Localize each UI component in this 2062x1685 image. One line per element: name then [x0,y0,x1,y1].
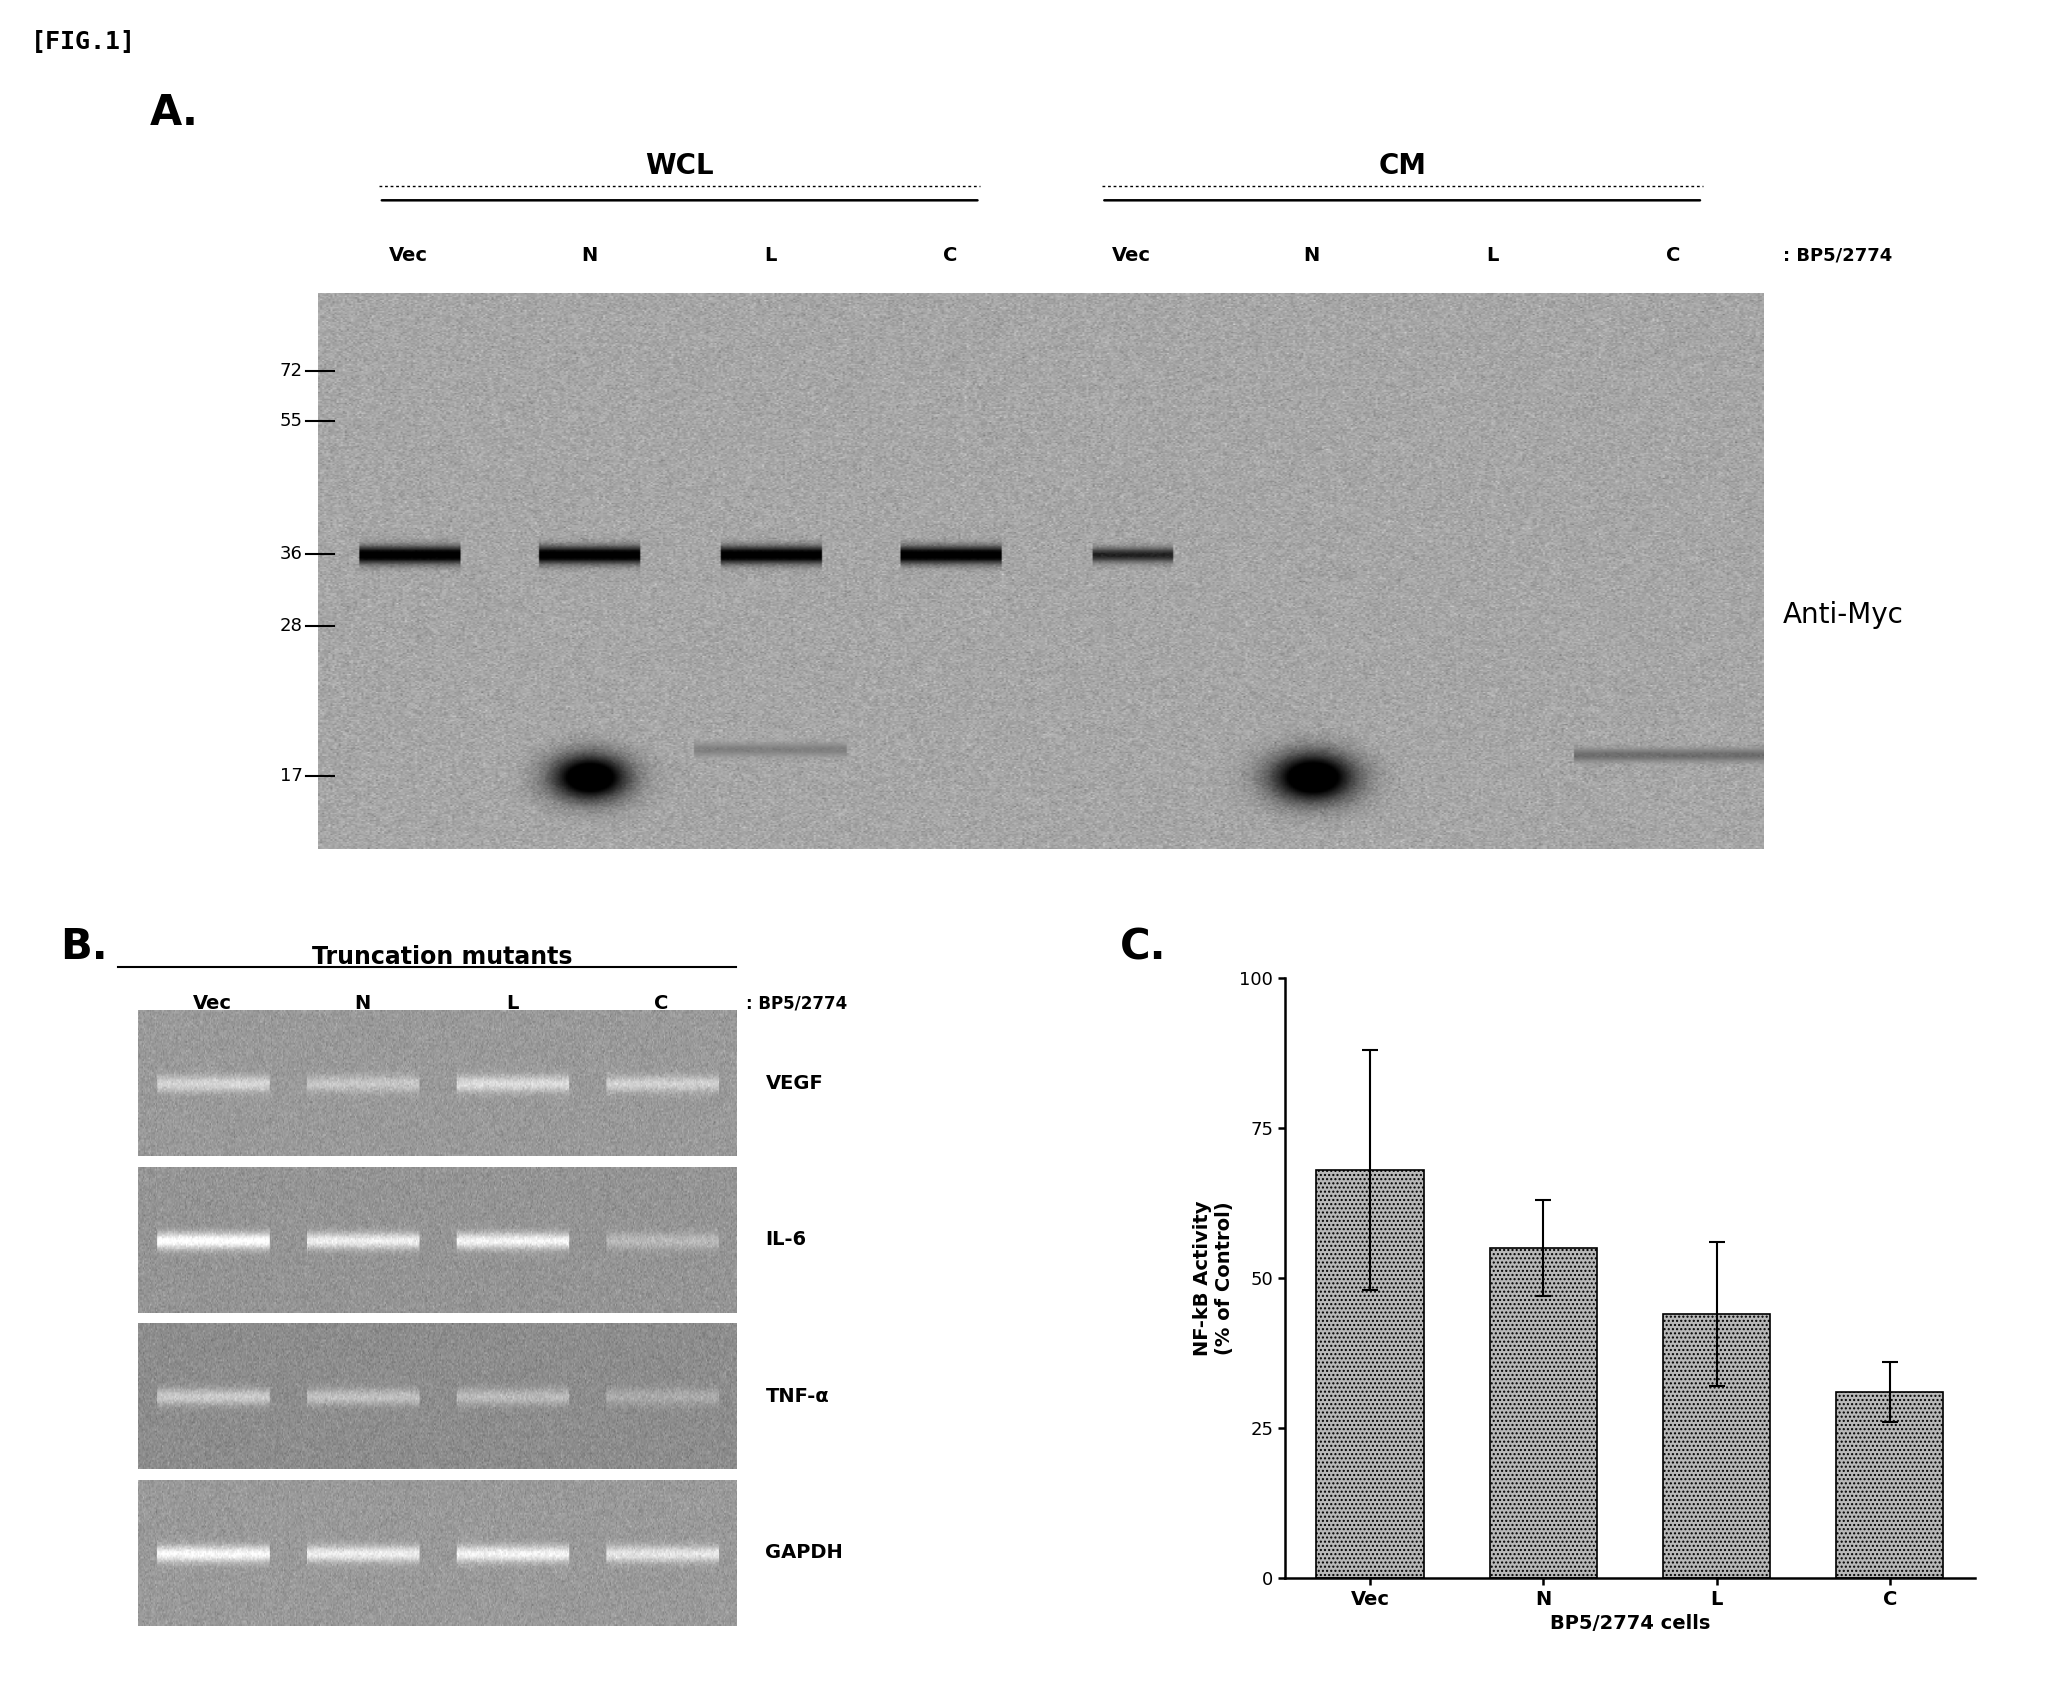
Text: CM: CM [1377,152,1427,180]
Text: N: N [581,246,598,265]
Text: C: C [944,246,957,265]
Text: TNF-α: TNF-α [765,1387,829,1405]
Text: WCL: WCL [645,152,713,180]
Text: A.: A. [151,91,200,133]
Text: 36: 36 [280,546,303,563]
Text: 28: 28 [280,617,303,635]
Text: Anti-Myc: Anti-Myc [1784,602,1903,629]
Text: N: N [355,994,371,1013]
Text: : BP5/2774: : BP5/2774 [1784,246,1893,265]
Text: : BP5/2774: : BP5/2774 [746,994,847,1013]
Text: N: N [1303,246,1320,265]
Text: C.: C. [1120,927,1165,969]
Text: L: L [763,246,775,265]
Text: L: L [505,994,518,1013]
Text: C: C [654,994,668,1013]
Text: Vec: Vec [194,994,233,1013]
Text: [FIG.1]: [FIG.1] [31,30,136,54]
Text: GAPDH: GAPDH [765,1543,843,1562]
Text: 72: 72 [280,362,303,379]
Text: VEGF: VEGF [765,1073,823,1094]
Text: Vec: Vec [1111,246,1151,265]
Text: IL-6: IL-6 [765,1230,806,1249]
Text: Truncation mutants: Truncation mutants [311,945,571,969]
Text: L: L [1487,246,1499,265]
Text: 17: 17 [280,767,303,785]
Text: Vec: Vec [390,246,429,265]
Text: 55: 55 [280,411,303,430]
Text: B.: B. [60,927,107,969]
Text: C: C [1666,246,1681,265]
